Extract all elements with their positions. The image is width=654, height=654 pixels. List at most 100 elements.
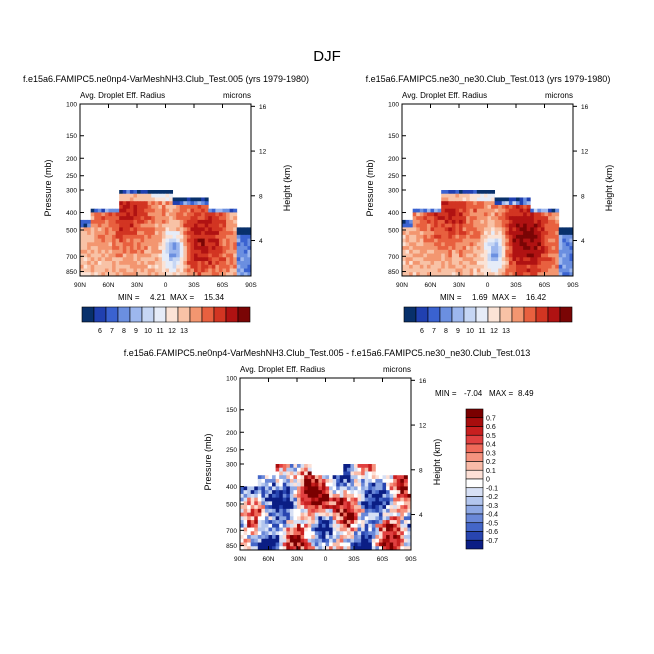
heatmap-cell (304, 538, 309, 543)
y-tick-label: 850 (388, 269, 399, 276)
heatmap-cell (101, 246, 106, 251)
y2-tick-label: 8 (259, 193, 263, 200)
heatmap-cell (218, 223, 223, 228)
heatmap-cell (261, 501, 266, 506)
heatmap-cell (194, 227, 198, 232)
heatmap-cell (318, 475, 323, 480)
heatmap-cell (158, 253, 163, 258)
heatmap-cell (279, 512, 284, 517)
heatmap-cell (555, 219, 560, 225)
heatmap-cell (350, 464, 355, 469)
heatmap-cell (396, 501, 401, 506)
colorbar-swatch (511, 306, 525, 323)
heatmap-cell (112, 242, 117, 247)
heatmap-cell (441, 264, 446, 269)
colorbar-swatch (523, 306, 537, 323)
panel-2-y2label: Height (km) (604, 165, 614, 212)
heatmap-cell (505, 219, 510, 225)
heatmap-cell (197, 219, 202, 225)
heatmap-cell (434, 208, 439, 213)
heatmap-cell (311, 475, 316, 480)
heatmap-cell (537, 219, 542, 225)
heatmap-cell (97, 268, 102, 273)
heatmap-cell (416, 268, 421, 273)
heatmap-cell (108, 257, 113, 262)
heatmap-cell (208, 261, 213, 266)
heatmap-cell (416, 242, 421, 247)
heatmap-cell (416, 227, 421, 232)
heatmap-cell (190, 197, 195, 202)
heatmap-cell (361, 542, 366, 547)
heatmap-cell (455, 216, 460, 221)
heatmap-cell (329, 482, 334, 487)
panel-3-max-label: MAX = (489, 389, 514, 398)
heatmap-cell (569, 268, 574, 273)
heatmap-cell (409, 249, 414, 254)
heatmap-cell (483, 268, 488, 273)
heatmap-cell (169, 253, 174, 258)
heatmap-cell (151, 253, 156, 258)
heatmap-cell (409, 246, 414, 251)
heatmap-cell (516, 227, 520, 232)
panel-1: f.e15a6.FAMIPC5.ne0np4-VarMeshNH3.Club_T… (23, 74, 309, 335)
heatmap-cell (247, 497, 252, 502)
heatmap-cell (555, 231, 560, 236)
heatmap-cell (240, 497, 244, 502)
heatmap-cell (540, 261, 545, 266)
heatmap-cell (459, 223, 463, 228)
heatmap-cell (140, 212, 145, 217)
heatmap-cell (257, 523, 262, 528)
heatmap-cell (537, 257, 542, 262)
heatmap-cell (350, 467, 355, 472)
heatmap-cell (215, 208, 220, 213)
heatmap-cell (382, 535, 387, 540)
heatmap-cell (371, 527, 376, 532)
heatmap-cell (386, 542, 391, 547)
heatmap-cell (147, 227, 152, 232)
heatmap-cell (272, 497, 277, 502)
heatmap-cell (533, 219, 538, 225)
heatmap-cell (264, 505, 269, 510)
heatmap-cell (282, 516, 287, 521)
heatmap-cell (158, 249, 163, 254)
heatmap-cell (293, 475, 298, 480)
heatmap-cell (405, 223, 410, 228)
heatmap-cell (257, 516, 262, 521)
heatmap-cell (137, 238, 141, 243)
heatmap-cell (87, 257, 92, 262)
heatmap-cell (378, 542, 383, 547)
heatmap-cell (516, 272, 520, 277)
heatmap-cell (558, 238, 563, 243)
heatmap-cell (455, 201, 460, 206)
heatmap-cell (115, 223, 120, 228)
heatmap-cell (286, 482, 291, 487)
heatmap-cell (240, 523, 244, 528)
heatmap-cell (211, 212, 216, 217)
heatmap-cell (279, 497, 284, 502)
colorbar-label: -0.3 (486, 503, 498, 510)
heatmap-cell (172, 253, 177, 258)
heatmap-cell (80, 231, 84, 236)
heatmap-cell (540, 257, 545, 262)
heatmap-cell (533, 216, 538, 221)
heatmap-cell (218, 212, 223, 217)
heatmap-cell (505, 272, 510, 277)
colorbar-label: 11 (156, 328, 163, 335)
heatmap-cell (144, 190, 149, 195)
heatmap-cell (119, 223, 124, 228)
heatmap-cell (129, 246, 134, 251)
heatmap-cell (375, 490, 380, 495)
heatmap-cell (233, 208, 238, 213)
heatmap-cell (448, 264, 453, 269)
heatmap-cell (526, 264, 531, 269)
heatmap-cell (476, 212, 481, 217)
heatmap-cell (508, 264, 513, 269)
heatmap-cell (250, 531, 255, 536)
heatmap-cell (108, 268, 113, 273)
heatmap-cell (321, 493, 326, 499)
panel-2-min-value: 1.69 (472, 293, 488, 302)
heatmap-cell (354, 464, 358, 469)
heatmap-cell (555, 238, 560, 243)
heatmap-cell (523, 257, 528, 262)
heatmap-cell (544, 238, 549, 243)
